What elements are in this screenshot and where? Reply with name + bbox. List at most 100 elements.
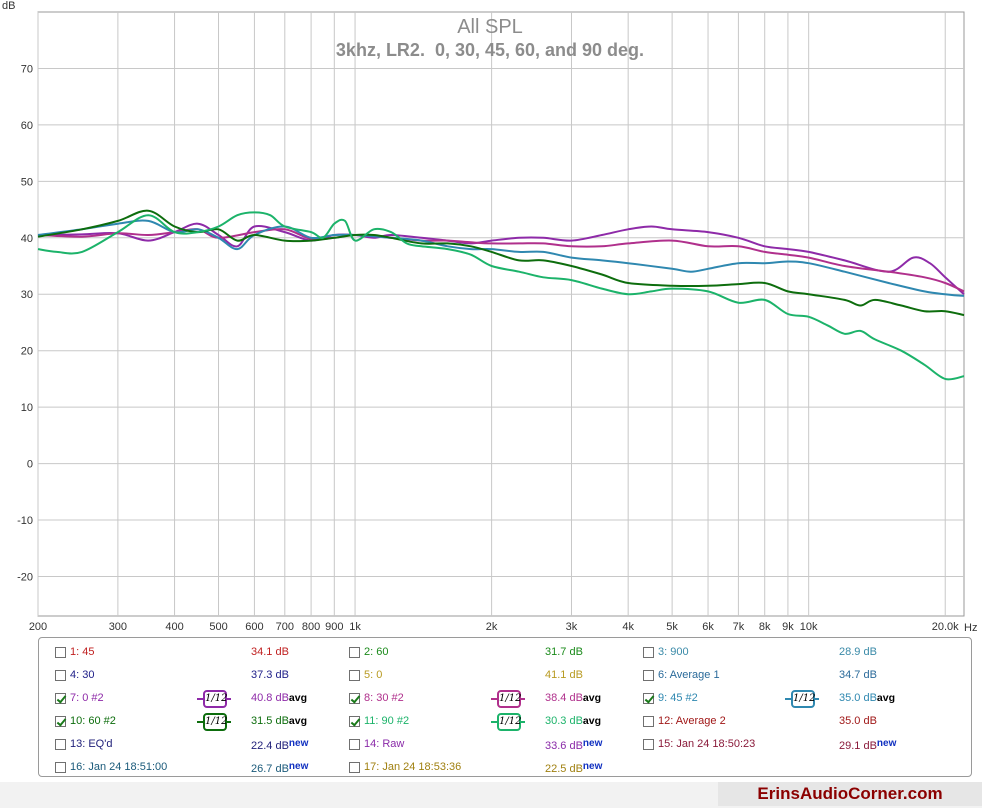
legend-item[interactable]: 10: 60 #2 1/12 31.5 dBavg (47, 712, 339, 734)
y-tick-label: 0 (27, 459, 33, 471)
legend-value-tag: avg (876, 692, 896, 704)
y-tick-label: 10 (21, 402, 33, 414)
legend-value-tag: avg (582, 692, 602, 704)
x-tick-label: 300 (109, 621, 127, 633)
legend-item[interactable]: 6: Average 1 34.7 dB (635, 666, 927, 688)
plot-background (37, 11, 965, 617)
smoothing-control[interactable]: 1/12 (197, 713, 231, 731)
y-tick-label: 40 (21, 233, 33, 245)
legend-checkbox[interactable] (349, 716, 360, 727)
legend-item[interactable]: 15: Jan 24 18:50:23 29.1 dBnew (635, 735, 927, 757)
legend-checkbox[interactable] (55, 693, 66, 704)
legend-checkbox[interactable] (55, 716, 66, 727)
x-tick-label: 600 (245, 621, 263, 633)
legend-item[interactable]: 13: EQ'd 22.4 dBnew (47, 735, 339, 757)
x-tick-label: 700 (276, 621, 294, 633)
legend-row: 10: 60 #2 1/12 31.5 dBavg 11: 90 #2 1/12 30.3… (39, 712, 971, 734)
smoothing-label: 1/12 (203, 690, 227, 708)
legend-checkbox[interactable] (643, 670, 654, 681)
legend-item-value: 38.4 dBavg (545, 692, 601, 704)
legend-item[interactable]: 3: 900 28.9 dB (635, 643, 927, 665)
legend-item[interactable]: 16: Jan 24 18:51:00 26.7 dBnew (47, 758, 339, 780)
legend-value-text: 33.6 dB (545, 740, 583, 752)
legend-value-tag: avg (288, 692, 308, 704)
x-tick-label: 4k (622, 621, 634, 633)
y-tick-label: 70 (21, 63, 33, 75)
x-tick-label: 3k (566, 621, 578, 633)
smoothing-control[interactable]: 1/12 (197, 690, 231, 708)
legend-checkbox[interactable] (643, 693, 654, 704)
y-axis-unit-label: dB (2, 0, 15, 12)
legend-checkbox[interactable] (349, 762, 360, 773)
legend-row: 7: 0 #2 1/12 40.8 dBavg 8: 30 #2 1/12 38.4 dB… (39, 689, 971, 711)
spl-chart: 70 60 50 40 30 20 10 0 -10 -20 200 300 400 500 600 700 8… (2, 0, 977, 634)
legend-checkbox[interactable] (55, 739, 66, 750)
legend-item[interactable]: 5: 0 41.1 dB (341, 666, 633, 688)
legend-value-text: 29.1 dB (839, 740, 877, 752)
x-tick-label: 2k (486, 621, 498, 633)
chart-title: All SPL (457, 16, 523, 38)
legend-value-text: 31.5 dB (251, 715, 289, 727)
legend-item[interactable]: 11: 90 #2 1/12 30.3 dBavg (341, 712, 633, 734)
legend-item-label: 8: 30 #2 (364, 692, 404, 704)
legend-item-label: 13: EQ'd (70, 738, 113, 750)
legend-value-tag: new (876, 738, 897, 749)
legend-item-value: 37.3 dB (251, 669, 289, 681)
smoothing-control[interactable]: 1/12 (491, 713, 525, 731)
legend-checkbox[interactable] (349, 739, 360, 750)
legend-checkbox[interactable] (643, 739, 654, 750)
legend-value-text: 35.0 dB (839, 715, 877, 727)
legend-row: 16: Jan 24 18:51:00 26.7 dBnew 17: Jan 24 … (39, 758, 971, 780)
legend-item-label: 7: 0 #2 (70, 692, 104, 704)
smoothing-control[interactable]: 1/12 (785, 690, 819, 708)
legend-item[interactable]: 12: Average 2 35.0 dB (635, 712, 927, 734)
x-tick-label: 1k (349, 621, 361, 633)
legend-value-text: 35.0 dB (839, 692, 877, 704)
legend-value-text: 38.4 dB (545, 692, 583, 704)
legend-item[interactable]: 14: Raw 33.6 dBnew (341, 735, 633, 757)
legend-item[interactable]: 17: Jan 24 18:53:36 22.5 dBnew (341, 758, 633, 780)
legend-item[interactable]: 2: 60 31.7 dB (341, 643, 633, 665)
legend-value-tag: new (582, 761, 603, 772)
legend-checkbox[interactable] (349, 670, 360, 681)
x-tick-label: 500 (209, 621, 227, 633)
legend-item-label: 10: 60 #2 (70, 715, 116, 727)
legend-item[interactable]: 1: 45 34.1 dB (47, 643, 339, 665)
legend-checkbox[interactable] (349, 647, 360, 658)
legend-item-label: 2: 60 (364, 646, 389, 658)
x-tick-label: 7k (733, 621, 745, 633)
smoothing-control[interactable]: 1/12 (491, 690, 525, 708)
legend-value-text: 34.1 dB (251, 646, 289, 658)
legend-value-text: 22.5 dB (545, 763, 583, 775)
legend-checkbox[interactable] (643, 716, 654, 727)
legend-value-text: 31.7 dB (545, 646, 583, 658)
legend-item[interactable]: 9: 45 #2 1/12 35.0 dBavg (635, 689, 927, 711)
legend-item-label: 11: 90 #2 (364, 715, 410, 727)
legend-item-label: 6: Average 1 (658, 669, 720, 681)
legend-checkbox[interactable] (349, 693, 360, 704)
chart-subtitle: 3khz, LR2. 0, 30, 45, 60, and 90 deg. (336, 40, 644, 60)
legend-checkbox[interactable] (55, 762, 66, 773)
legend-item-label: 15: Jan 24 18:50:23 (658, 738, 756, 750)
legend-item-label: 17: Jan 24 18:53:36 (364, 761, 462, 773)
legend-item[interactable]: 4: 30 37.3 dB (47, 666, 339, 688)
legend-item[interactable]: 7: 0 #2 1/12 40.8 dBavg (47, 689, 339, 711)
series-line (37, 209, 965, 317)
x-axis-unit-label: Hz (964, 622, 977, 634)
legend-item-label: 1: 45 (70, 646, 95, 658)
series-line (37, 211, 965, 381)
legend-value-text: 40.8 dB (251, 692, 289, 704)
legend-checkbox[interactable] (643, 647, 654, 658)
legend-value-text: 41.1 dB (545, 669, 583, 681)
legend-checkbox[interactable] (55, 647, 66, 658)
y-tick-label: 20 (21, 346, 33, 358)
smoothing-label: 1/12 (497, 713, 521, 731)
legend-item-value: 28.9 dB (839, 646, 877, 658)
x-tick-label: 800 (302, 621, 320, 633)
legend-item[interactable]: 8: 30 #2 1/12 38.4 dBavg (341, 689, 633, 711)
legend-value-text: 37.3 dB (251, 669, 289, 681)
legend-checkbox[interactable] (55, 670, 66, 681)
legend-item-value: 29.1 dBnew (839, 738, 896, 752)
legend-item-value: 31.7 dB (545, 646, 583, 658)
legend-value-text: 26.7 dB (251, 763, 289, 775)
